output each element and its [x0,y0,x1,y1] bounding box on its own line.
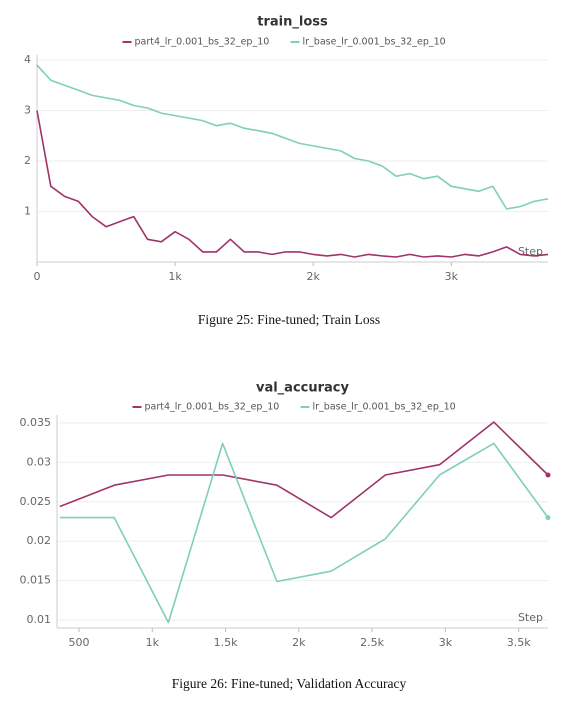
x-tick-label: 2.5k [360,636,384,649]
y-tick-label: 2 [24,154,31,167]
series-line [36,110,549,258]
x-tick-label: 2k [292,636,306,649]
x-axis-label: Step [518,611,543,624]
legend-label: lr_base_lr_0.001_bs_32_ep_10 [303,37,446,48]
x-tick-label: 3k [439,636,453,649]
x-tick-label: 3k [445,270,459,283]
y-tick-label: 3 [24,104,31,117]
y-tick-label: 4 [24,53,31,66]
legend-label: part4_lr_0.001_bs_32_ep_10 [145,402,280,413]
caption: Figure 25: Fine-tuned; Train Loss [198,312,380,327]
end-point [545,472,551,478]
y-tick-label: 0.015 [20,574,52,587]
chart-title: val_accuracy [256,381,350,396]
y-tick-label: 0.01 [27,613,52,626]
y-tick-label: 0.03 [27,455,52,468]
y-tick-label: 0.025 [20,495,52,508]
series-line [59,442,549,624]
chart-title: train_loss [257,15,328,30]
x-tick-label: 1.5k [214,636,238,649]
y-tick-label: 0.02 [27,534,52,547]
x-tick-label: 1k [146,636,160,649]
x-tick-label: 3.5k [507,636,531,649]
x-tick-label: 2k [307,270,321,283]
end-point [545,515,551,521]
series-line [59,421,549,519]
x-tick-label: 500 [68,636,89,649]
y-tick-label: 1 [24,205,31,218]
x-tick-label: 0 [34,270,41,283]
legend-label: part4_lr_0.001_bs_32_ep_10 [135,37,270,48]
y-tick-label: 0.035 [20,416,52,429]
caption: Figure 26: Fine-tuned; Validation Accura… [172,676,407,691]
x-tick-label: 1k [168,270,182,283]
series-line [36,64,549,210]
legend-label: lr_base_lr_0.001_bs_32_ep_10 [313,402,456,413]
